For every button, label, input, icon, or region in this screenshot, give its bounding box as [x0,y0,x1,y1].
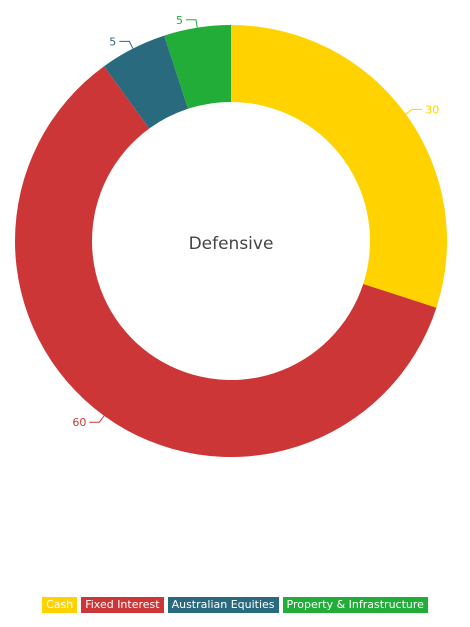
legend-item-property-infrastructure[interactable]: Property & Infrastructure [282,597,428,613]
value-connector-property-infrastructure [185,19,198,28]
donut-chart: 30 60 5 5 Defensive [15,14,448,457]
slice-fixed-interest[interactable] [15,66,437,457]
legend-item-cash[interactable]: Cash [42,597,78,613]
legend-item-fixed-interest[interactable]: Fixed Interest [81,597,164,613]
value-label-cash: 30 [425,103,439,116]
legend-item-australian-equities[interactable]: Australian Equities [167,597,279,613]
value-label-fixed-interest: 60 [72,416,86,429]
slice-property-infrastructure[interactable] [164,25,231,109]
donut-slices [15,25,448,457]
value-label-australian-equities: 5 [109,35,116,48]
slice-value-labels: 30 60 5 5 [72,14,439,429]
value-label-property-infrastructure: 5 [176,14,183,27]
chart-legend: Cash Fixed Interest Australian Equities Pro… [0,597,470,613]
slice-cash[interactable] [231,25,448,308]
value-connector-fixed-interest [89,415,105,423]
donut-center-label: Defensive [189,234,274,254]
value-connector-cash [405,108,423,115]
slice-australian-equities[interactable] [104,35,189,129]
value-connector-australian-equities [119,40,134,49]
